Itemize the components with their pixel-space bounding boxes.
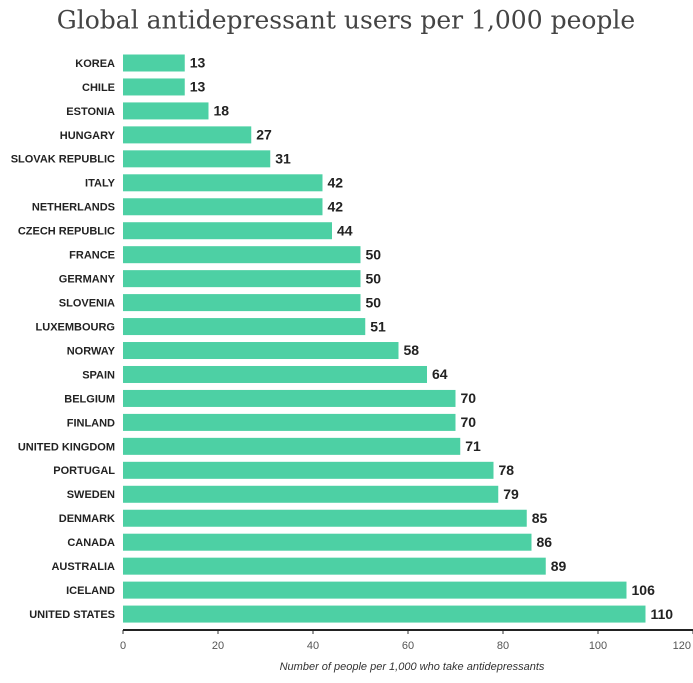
x-tick-label: 120 <box>673 640 691 652</box>
value-label: 13 <box>190 55 206 71</box>
value-label: 85 <box>532 510 548 526</box>
bar <box>123 413 456 431</box>
x-tick-label: 60 <box>402 640 414 652</box>
bar <box>123 78 185 96</box>
y-tick-label: BELGIUM <box>64 393 115 405</box>
y-tick-label: PORTUGAL <box>53 465 115 477</box>
y-tick-label: DENMARK <box>59 513 115 525</box>
bar <box>123 126 252 144</box>
y-tick-label: CANADA <box>67 537 115 549</box>
bar <box>123 150 271 168</box>
value-label: 18 <box>214 103 230 119</box>
y-tick-label: ESTONIA <box>66 106 115 118</box>
bar <box>123 557 546 575</box>
x-tick-label: 20 <box>212 640 224 652</box>
x-tick-label: 80 <box>497 640 509 652</box>
y-tick-label: UNITED KINGDOM <box>18 441 115 453</box>
bar <box>123 102 209 120</box>
value-label: 71 <box>465 438 481 454</box>
value-label: 50 <box>366 246 382 262</box>
bar <box>123 198 323 216</box>
bar <box>123 318 366 336</box>
value-label: 70 <box>461 390 477 406</box>
y-tick-label: SPAIN <box>82 369 115 381</box>
value-label: 31 <box>275 151 291 167</box>
y-tick-label: SLOVAK REPUBLIC <box>11 154 115 166</box>
bar <box>123 294 361 312</box>
value-label: 70 <box>461 414 477 430</box>
bar <box>123 581 627 599</box>
value-label: 27 <box>256 127 272 143</box>
value-label: 64 <box>432 366 448 382</box>
y-tick-label: NORWAY <box>67 345 116 357</box>
bar <box>123 270 361 288</box>
value-label: 44 <box>337 222 353 238</box>
bar <box>123 389 456 407</box>
y-tick-label: FINLAND <box>67 417 115 429</box>
bar <box>123 246 361 264</box>
bar <box>123 461 494 479</box>
y-tick-label: HUNGARY <box>60 130 116 142</box>
chart-title: Global antidepressant users per 1,000 pe… <box>57 6 635 35</box>
y-tick-label: ICELAND <box>66 585 115 597</box>
value-label: 110 <box>651 606 674 622</box>
y-tick-label: FRANCE <box>69 250 115 262</box>
value-label: 50 <box>366 270 382 286</box>
value-label: 50 <box>366 294 382 310</box>
value-label: 42 <box>328 175 344 191</box>
x-tick-label: 100 <box>589 640 607 652</box>
y-tick-label: NETHERLANDS <box>32 202 115 214</box>
x-axis-label: Number of people per 1,000 who take anti… <box>280 661 545 673</box>
bar <box>123 222 332 240</box>
y-tick-label: ITALY <box>85 178 116 190</box>
x-tick-label: 0 <box>120 640 126 652</box>
value-label: 78 <box>499 462 515 478</box>
value-label: 106 <box>632 582 656 598</box>
value-label: 13 <box>190 79 206 95</box>
value-label: 42 <box>328 198 344 214</box>
y-tick-label: CHILE <box>82 82 115 94</box>
bar <box>123 509 527 527</box>
y-tick-label: SLOVENIA <box>59 298 115 310</box>
value-label: 86 <box>537 534 553 550</box>
y-tick-label: SWEDEN <box>67 489 115 501</box>
bar <box>123 54 185 72</box>
bar <box>123 342 399 360</box>
bar <box>123 365 427 383</box>
bar <box>123 533 532 551</box>
y-tick-label: GERMANY <box>59 274 116 286</box>
y-tick-label: CZECH REPUBLIC <box>18 226 115 238</box>
value-label: 58 <box>404 342 420 358</box>
bar <box>123 437 461 455</box>
bar <box>123 605 646 623</box>
x-tick-label: 40 <box>307 640 319 652</box>
value-label: 79 <box>503 486 519 502</box>
value-label: 51 <box>370 318 386 334</box>
y-tick-label: LUXEMBOURG <box>36 321 115 333</box>
y-tick-label: AUSTRALIA <box>51 561 115 573</box>
value-label: 89 <box>551 558 567 574</box>
bar <box>123 174 323 192</box>
y-tick-label: KOREA <box>75 58 115 70</box>
y-tick-label: UNITED STATES <box>29 609 115 621</box>
bar <box>123 485 499 503</box>
